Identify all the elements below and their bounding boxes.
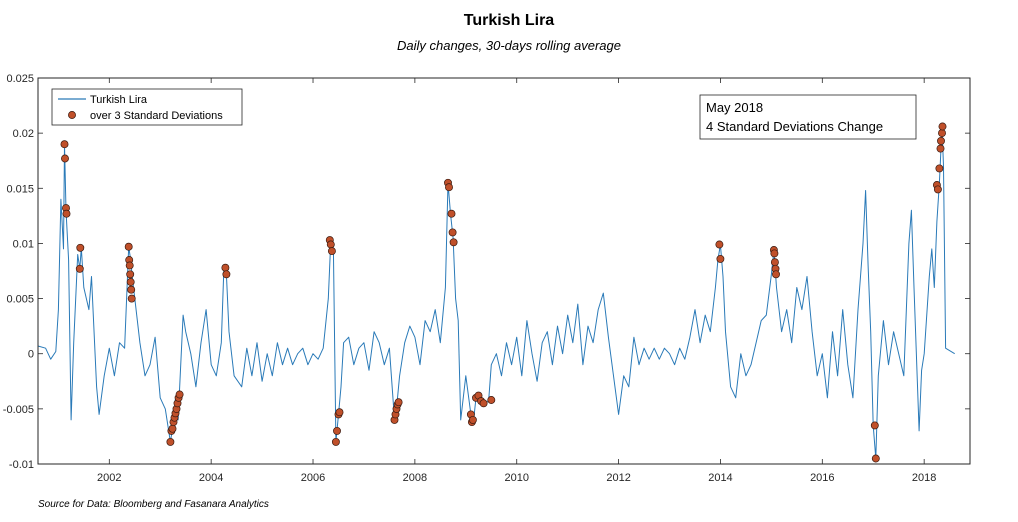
data-point-over-3-sd: [479, 399, 488, 408]
data-point-over-3-sd: [770, 249, 779, 258]
plot-area-background: [38, 78, 970, 464]
data-point-over-3-sd: [221, 263, 230, 272]
chart-subtitle: Daily changes, 30-days rolling average: [396, 38, 621, 53]
y-tick-label: 0.01: [13, 238, 34, 250]
data-point-over-3-sd: [124, 242, 133, 251]
data-point-over-3-sd: [125, 261, 134, 270]
x-tick-label: 2008: [403, 472, 427, 484]
legend: Turkish Lira over 3 Standard Deviations: [51, 88, 243, 126]
chart-title: Turkish Lira: [463, 12, 555, 29]
data-point-over-3-sd: [62, 209, 71, 218]
data-point-over-3-sd: [447, 209, 456, 218]
annotation-frame: [699, 94, 917, 140]
data-point-over-3-sd: [222, 270, 231, 279]
data-point-over-3-sd: [76, 243, 85, 252]
marker-layer: [60, 122, 947, 463]
y-tick-label: -0.01: [9, 459, 34, 471]
legend-box: [51, 88, 243, 126]
data-point-over-3-sd: [871, 454, 880, 463]
data-point-over-3-sd: [394, 398, 403, 407]
data-point-over-3-sd: [326, 240, 335, 249]
x-tick-label: 2002: [97, 472, 121, 484]
x-tick-label: 2006: [301, 472, 325, 484]
data-point-over-3-sd: [716, 254, 725, 263]
data-point-over-3-sd: [715, 240, 724, 249]
data-point-over-3-sd: [335, 408, 344, 417]
data-point-over-3-sd: [60, 140, 69, 149]
data-point-over-3-sd: [327, 247, 336, 256]
legend-label-over-3-sd: over 3 Standard Deviations: [90, 110, 223, 122]
x-tick-label: 2012: [606, 472, 630, 484]
x-tick-label: 2010: [504, 472, 528, 484]
data-point-over-3-sd: [936, 144, 945, 153]
x-tick-label: 2018: [912, 472, 936, 484]
x-tick-label: 2004: [199, 472, 223, 484]
data-point-over-3-sd: [938, 122, 947, 131]
data-point-over-3-sd: [448, 228, 457, 237]
data-point-over-3-sd: [445, 183, 453, 192]
x-tick-label: 2016: [810, 472, 834, 484]
data-point-over-3-sd: [127, 285, 136, 294]
data-point-over-3-sd: [75, 264, 84, 273]
data-point-over-3-sd: [935, 164, 944, 173]
data-point-over-3-sd: [938, 129, 946, 138]
data-point-over-3-sd: [168, 424, 177, 433]
plot-area-frame: [37, 77, 971, 465]
y-tick-label: 0.015: [6, 183, 34, 195]
annotation-line-1: May 2018: [706, 100, 763, 115]
source-note: Source for Data: Bloomberg and Fasanara …: [38, 499, 269, 510]
data-point-over-3-sd: [166, 437, 175, 446]
annotation-box: May 2018 4 Standard Deviations Change: [699, 94, 917, 140]
data-point-over-3-sd: [933, 185, 942, 194]
line-chart: 2002 2004 2006 2008 2010 2012 2014 2016 2018 -0.…: [3, 73, 971, 484]
legend-marker-swatch: [68, 111, 76, 119]
data-point-over-3-sd: [487, 396, 496, 404]
data-point-over-3-sd: [127, 294, 136, 303]
y-tick-labels: -0.01 -0.005 0 0.005 0.01 0.015 0.02 0.025: [3, 73, 34, 471]
legend-label-turkish-lira: Turkish Lira: [90, 94, 148, 106]
data-point-over-3-sd: [937, 136, 945, 145]
data-point-over-3-sd: [468, 415, 477, 424]
y-tick-label: -0.005: [3, 404, 34, 416]
x-tick-labels: 2002 2004 2006 2008 2010 2012 2014 2016 2018: [97, 472, 936, 484]
data-point-over-3-sd: [126, 270, 135, 279]
data-point-over-3-sd: [175, 390, 184, 399]
data-point-over-3-sd: [61, 154, 69, 163]
y-tick-label: 0: [28, 349, 34, 361]
data-point-over-3-sd: [126, 278, 135, 286]
data-point-over-3-sd: [333, 426, 341, 435]
data-point-over-3-sd: [331, 437, 340, 446]
y-tick-label: 0.005: [6, 294, 34, 306]
y-tick-label: 0.025: [6, 73, 34, 85]
data-point-over-3-sd: [449, 238, 458, 247]
data-point-over-3-sd: [770, 258, 779, 267]
data-point-over-3-sd: [870, 421, 879, 430]
data-point-over-3-sd: [772, 270, 780, 279]
y-tick-label: 0.02: [13, 128, 34, 140]
x-tick-label: 2014: [708, 472, 732, 484]
annotation-line-2: 4 Standard Deviations Change: [706, 119, 883, 134]
